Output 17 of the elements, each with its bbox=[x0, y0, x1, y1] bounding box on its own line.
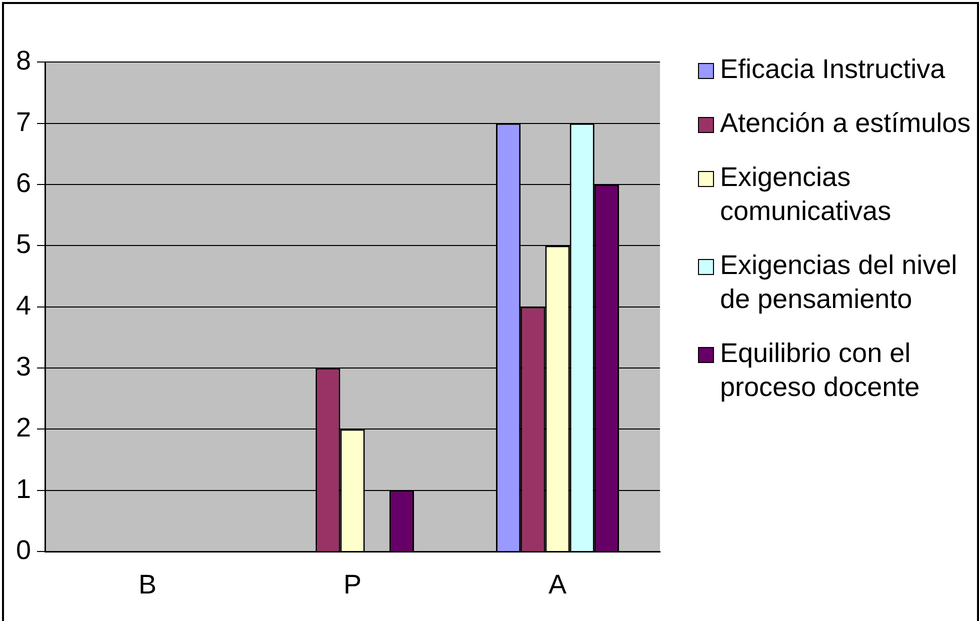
x-tick-label: P bbox=[344, 569, 362, 600]
legend-label: Eficacia Instructiva bbox=[720, 53, 946, 86]
legend-label: Exigencias del nivel de pensamiento bbox=[720, 249, 958, 316]
y-tick-label: 6 bbox=[16, 168, 32, 198]
x-tick-label: B bbox=[138, 569, 157, 600]
y-tick-label: 7 bbox=[16, 106, 32, 137]
y-tick-label: 2 bbox=[16, 412, 32, 443]
y-tick-label: 3 bbox=[16, 352, 32, 382]
y-tick-label: 4 bbox=[16, 290, 32, 320]
x-tick-label: A bbox=[548, 569, 567, 600]
legend-label: Equilibrio con el proceso docente bbox=[720, 337, 921, 404]
y-tick-label: 0 bbox=[16, 535, 32, 566]
y-tick-label: 5 bbox=[16, 229, 32, 260]
y-tick-label: 8 bbox=[16, 46, 32, 76]
legend-label: Exigencias comunicativas bbox=[720, 161, 892, 228]
y-tick-label: 1 bbox=[16, 474, 32, 504]
legend-label: Atención a estímulos bbox=[720, 107, 971, 140]
